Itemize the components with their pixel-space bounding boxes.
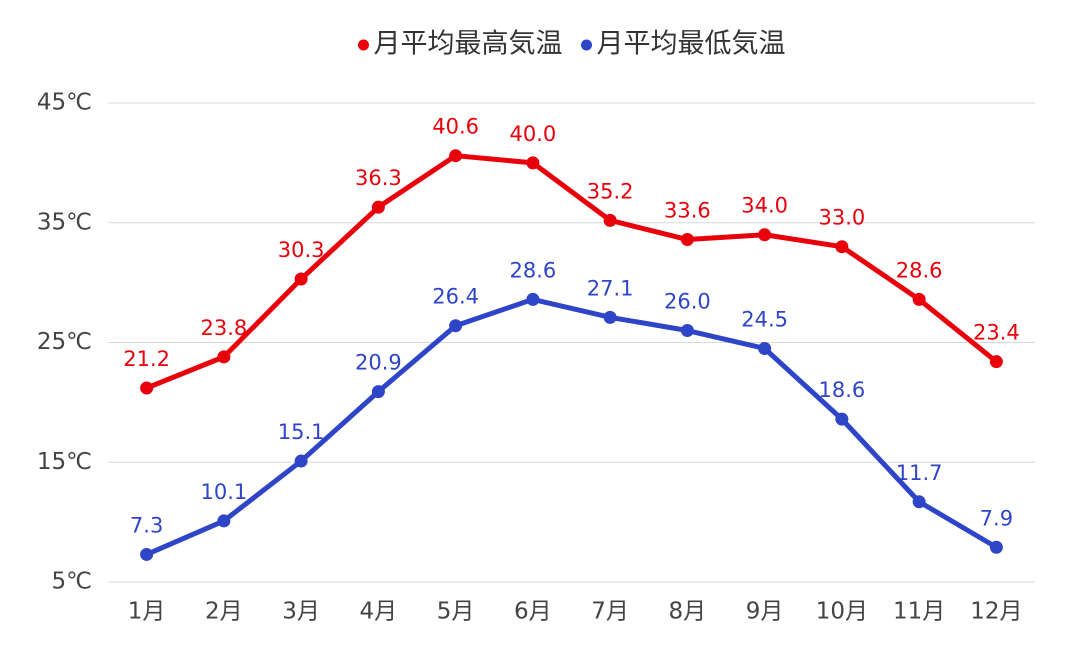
point [603, 310, 617, 324]
legend-label: 月平均最高気温 [374, 29, 563, 60]
point [835, 412, 849, 426]
y-tick-label: 45℃ [37, 90, 92, 116]
legend-marker [581, 39, 592, 51]
point [449, 319, 463, 333]
legend: 月平均最高気温 月平均最低気温 [358, 29, 786, 60]
point [526, 156, 540, 170]
point [758, 341, 772, 355]
value-label: 11.7 [896, 461, 943, 485]
value-label: 24.5 [741, 307, 788, 331]
legend-marker [358, 39, 369, 51]
point [140, 547, 154, 561]
x-tick-label: 8月 [669, 599, 707, 625]
value-label: 7.9 [980, 506, 1013, 530]
y-tick-label: 35℃ [37, 209, 92, 235]
value-label: 21.2 [123, 347, 170, 371]
point [217, 350, 231, 364]
point [989, 355, 1003, 369]
point [912, 292, 926, 306]
x-tick-label: 10月 [816, 599, 868, 625]
value-label: 40.6 [432, 115, 479, 139]
legend-label: 月平均最低気温 [597, 29, 786, 60]
x-tick-label: 9月 [746, 599, 784, 625]
value-label: 35.2 [587, 179, 634, 203]
value-label: 27.1 [587, 276, 634, 300]
point [294, 454, 308, 468]
x-tick-label: 3月 [282, 599, 320, 625]
value-label: 36.3 [355, 166, 402, 190]
point [217, 514, 231, 528]
value-label: 40.0 [509, 122, 556, 146]
value-label: 23.8 [200, 316, 247, 340]
point [140, 381, 154, 395]
y-tick-label: 25℃ [37, 329, 92, 355]
point [680, 233, 694, 247]
point [758, 228, 772, 242]
series-line [145, 153, 998, 391]
value-label: 26.0 [664, 290, 711, 314]
x-tick-label: 2月 [205, 599, 243, 625]
x-tick-label: 1月 [128, 599, 166, 625]
x-tick-label: 12月 [970, 599, 1022, 625]
value-label: 33.6 [664, 199, 711, 223]
x-tick-label: 4月 [360, 599, 398, 625]
value-label: 23.4 [973, 321, 1020, 345]
value-label: 34.0 [741, 194, 788, 218]
point [989, 540, 1003, 554]
point [603, 213, 617, 227]
value-label: 28.6 [896, 258, 943, 282]
value-label: 28.6 [509, 258, 556, 282]
value-label: 15.1 [278, 420, 325, 444]
value-label: 26.4 [432, 285, 479, 309]
y-tick-label: 15℃ [37, 449, 92, 475]
value-label: 33.0 [818, 206, 865, 230]
x-tick-label: 11月 [893, 599, 945, 625]
value-label: 18.6 [818, 378, 865, 402]
x-tick-label: 6月 [514, 599, 552, 625]
point [371, 200, 385, 214]
point [526, 292, 540, 306]
series-line [145, 296, 998, 557]
point [294, 272, 308, 286]
x-tick-label: 7月 [591, 599, 629, 625]
value-label: 20.9 [355, 351, 402, 375]
point [912, 495, 926, 509]
value-label: 30.3 [278, 238, 325, 262]
point [371, 385, 385, 399]
y-tick-label: 5℃ [52, 569, 92, 595]
point [449, 149, 463, 163]
x-tick-label: 5月 [437, 599, 475, 625]
value-label: 7.3 [130, 513, 163, 537]
value-label: 10.1 [200, 480, 247, 504]
point [835, 240, 849, 254]
point [680, 324, 694, 338]
